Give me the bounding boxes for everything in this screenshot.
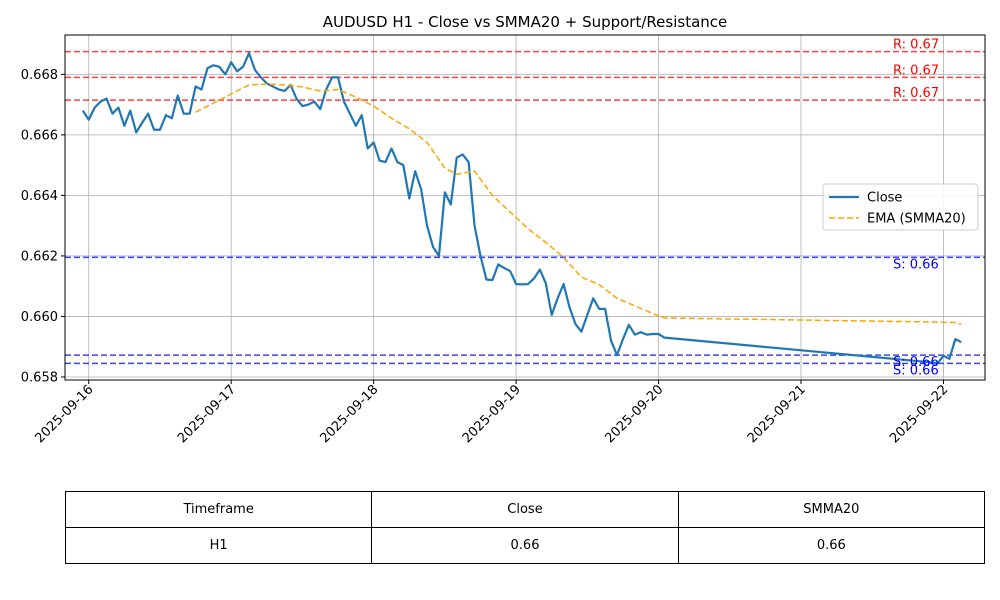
resistance-label: R: 0.67 (893, 86, 939, 101)
table-cell: 0.66 (371, 527, 679, 564)
plot-frame (64, 34, 986, 381)
x-tick-label: 2025-09-17 (175, 382, 239, 446)
y-tick-label: 0.658 (21, 370, 58, 385)
legend-box (822, 183, 979, 231)
support-label: S: 0.66 (893, 355, 939, 370)
table-header-cell: SMMA20 (677, 491, 986, 528)
x-tick-label: 2025-09-16 (33, 382, 97, 446)
close-series-line (81, 52, 962, 365)
resistance-label: R: 0.67 (893, 63, 939, 78)
y-tick-label: 0.666 (21, 128, 58, 143)
y-tick-label: 0.664 (21, 189, 58, 204)
table-header-row: Timeframe Close SMMA20 (64, 491, 986, 528)
x-tick-label: 2025-09-22 (887, 382, 951, 446)
legend-label: EMA (SMMA20) (867, 212, 966, 227)
resistance-label: R: 0.67 (893, 38, 939, 53)
support-label: S: 0.66 (893, 257, 939, 272)
smma20-series-line (195, 83, 962, 326)
x-tick-label: 2025-09-21 (745, 382, 809, 446)
plot-area: R: 0.67R: 0.67R: 0.67S: 0.66S: 0.66S: 0.… (21, 34, 986, 446)
chart-title: AUDUSD H1 - Close vs SMMA20 + Support/Re… (323, 13, 728, 31)
y-tick-label: 0.668 (21, 68, 58, 83)
x-tick-label: 2025-09-20 (602, 382, 666, 446)
legend: Close EMA (SMMA20) (822, 183, 979, 231)
legend-label: Close (867, 191, 902, 206)
x-tick-label: 2025-09-18 (317, 382, 381, 446)
y-tick-label: 0.662 (21, 249, 58, 264)
x-tick-label: 2025-09-19 (460, 382, 524, 446)
table-header-cell: Close (371, 491, 679, 528)
table-row: H1 0.66 0.66 (64, 527, 986, 564)
table-header-cell: Timeframe (64, 491, 373, 528)
table-cell: H1 (64, 527, 373, 564)
y-tick-label: 0.660 (21, 310, 58, 325)
support-label: S: 0.66 (893, 363, 939, 378)
table-cell: 0.66 (677, 527, 986, 564)
summary-table: Timeframe Close SMMA20 H1 0.66 0.66 (64, 491, 986, 564)
